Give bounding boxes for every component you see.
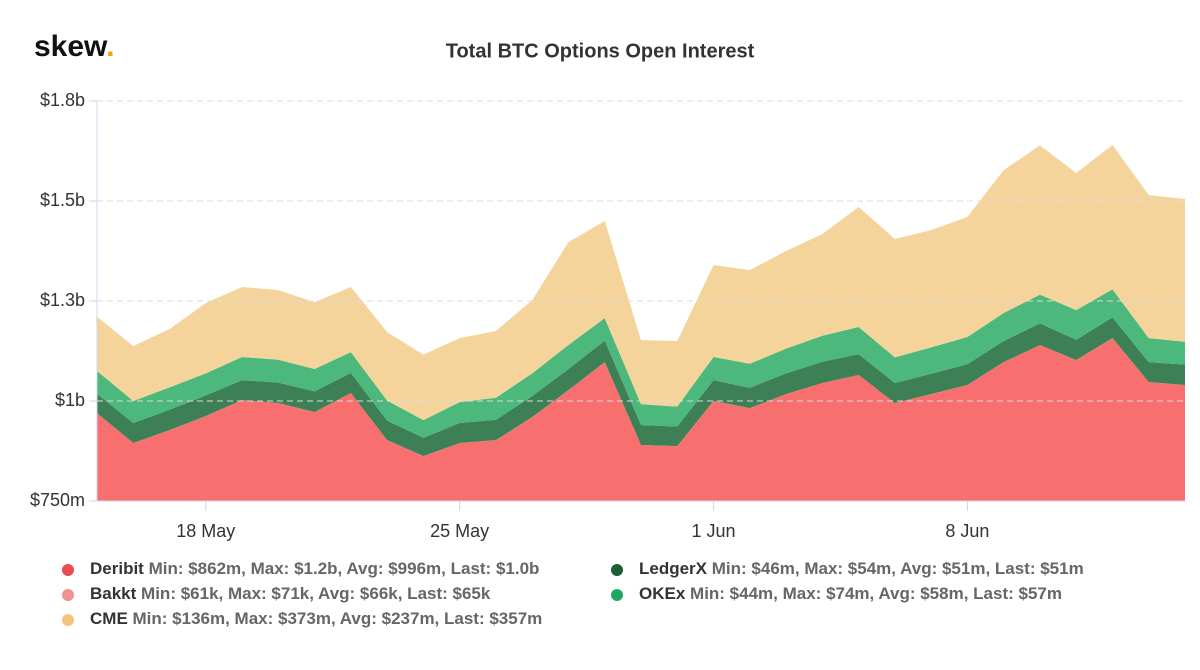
area — [97, 144, 1185, 421]
logo: skew. — [34, 30, 115, 63]
legend-item: Bakkt Min: $61k, Max: $71k, Avg: $66k, L… — [90, 584, 491, 603]
plot-area: $750m $1b $1.3b $1.5b $1.8b 18 May 25 May 1 Jun… — [30, 90, 1185, 541]
legend-item: CME Min: $136m, Max: $373m, Avg: $237m, … — [90, 609, 542, 628]
legend: Deribit Min: $862m, Max: $1.2b, Avg: $99… — [62, 559, 1084, 628]
chart-title: Total BTC Options Open Interest — [446, 40, 755, 62]
logo-dot: . — [106, 30, 114, 63]
legend-item: Deribit Min: $862m, Max: $1.2b, Avg: $99… — [90, 559, 539, 578]
legend-marker — [62, 589, 74, 601]
x-tick-label: 25 May — [430, 521, 489, 541]
legend-name: Deribit — [90, 559, 144, 578]
legend-name: OKEx — [639, 584, 686, 603]
legend-stats: Min: $44m, Max: $74m, Avg: $58m, Last: $… — [690, 584, 1062, 603]
legend-name: CME — [90, 609, 128, 628]
legend-marker — [611, 564, 623, 576]
y-tick-label: $750m — [30, 490, 85, 510]
legend-marker — [62, 564, 74, 576]
x-tick-label: 1 Jun — [692, 521, 736, 541]
area — [97, 338, 1185, 501]
x-tick-label: 18 May — [176, 521, 235, 541]
legend-marker — [62, 614, 74, 626]
legend-stats: Min: $862m, Max: $1.2b, Avg: $996m, Last… — [149, 559, 540, 578]
y-tick-label: $1.8b — [40, 90, 85, 110]
y-tick-label: $1.5b — [40, 190, 85, 210]
legend-item: LedgerX Min: $46m, Max: $54m, Avg: $51m,… — [639, 559, 1084, 578]
legend-stats: Min: $136m, Max: $373m, Avg: $237m, Last… — [133, 609, 543, 628]
logo-text: skew — [34, 30, 108, 63]
legend-name: Bakkt — [90, 584, 137, 603]
y-tick-label: $1b — [55, 390, 85, 410]
area — [97, 289, 1185, 438]
y-tick-label: $1.3b — [40, 290, 85, 310]
area — [97, 317, 1185, 457]
legend-stats: Min: $46m, Max: $54m, Avg: $51m, Last: $… — [712, 559, 1084, 578]
legend-marker — [611, 589, 623, 601]
legend-item: OKEx Min: $44m, Max: $74m, Avg: $58m, La… — [639, 584, 1062, 603]
legend-name: LedgerX — [639, 559, 708, 578]
legend-stats: Min: $61k, Max: $71k, Avg: $66k, Last: $… — [141, 584, 491, 603]
x-tick-label: 8 Jun — [945, 521, 989, 541]
